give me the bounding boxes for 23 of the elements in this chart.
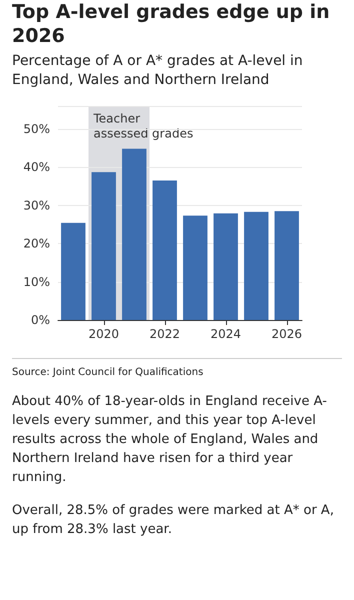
text: Overall, 28.5% of grades were marked at A* or A, up from 28.3% last year. [12, 502, 335, 539]
chart-title: Top A-level grades edge up in 2026 [12, 0, 331, 48]
y-tick-label: 30% [23, 198, 50, 212]
x-tick-label: 2026 [271, 327, 302, 341]
bar [244, 212, 268, 320]
text: About 40% of 18-year-olds in England receive A-levels every summer, and this year top A-level results across the whole of England, Wales and Northern Ireland have risen for a third year running. [12, 393, 328, 487]
bar [214, 213, 238, 320]
source-note: Source: Joint Council for Qualifications [12, 358, 342, 378]
y-tick-label: 20% [23, 236, 50, 251]
bar [61, 222, 86, 320]
x-tick-label: 2020 [88, 327, 120, 341]
chart-subtitle: Percentage of A or A* grades at A-level in England, Wales and Northern Ireland [12, 52, 304, 90]
bar [183, 216, 208, 320]
y-tick-label: 40% [23, 160, 50, 174]
y-tick-label: 10% [23, 274, 50, 289]
band-label: Teacher assessed grades [92, 112, 194, 140]
y-tick-label: 0% [30, 313, 50, 327]
x-tick-label: 2024 [210, 327, 242, 341]
y-tick-label: 50% [23, 122, 50, 136]
bar [274, 211, 299, 320]
bar [152, 180, 177, 320]
bar [92, 172, 116, 320]
x-tick-label: 2022 [149, 327, 180, 341]
